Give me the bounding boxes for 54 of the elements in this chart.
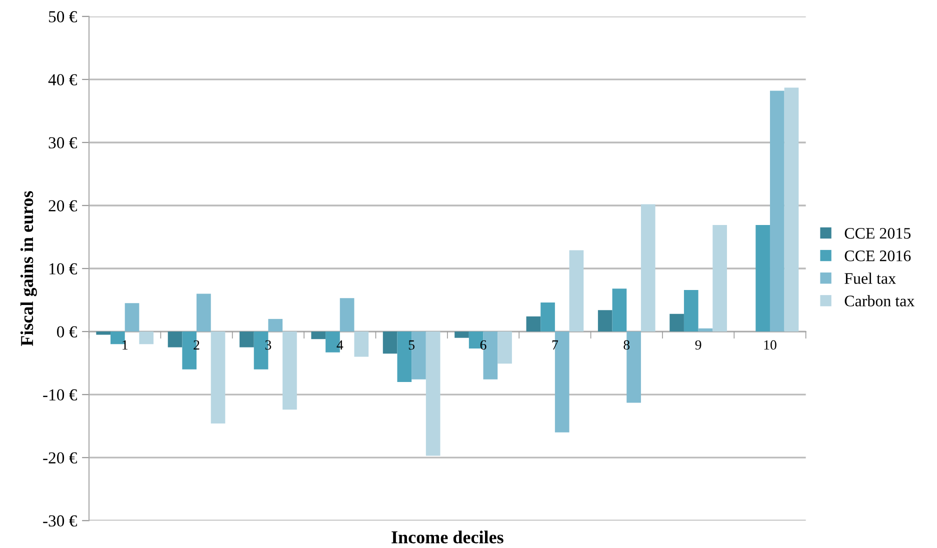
bar [340, 298, 354, 332]
bar [139, 332, 154, 344]
bar [382, 332, 398, 354]
y-axis-title: Fiscal gains in euros [20, 191, 37, 346]
bar [168, 332, 182, 348]
y-tick-label: 30 € [48, 137, 77, 148]
x-tick-label: 2 [194, 340, 200, 350]
x-axis-title: Income deciles [392, 530, 504, 544]
x-tick-label: 6 [480, 340, 486, 350]
bar [96, 332, 111, 335]
x-tick-label: 7 [552, 340, 558, 350]
bar [598, 310, 612, 332]
x-tick-label: 1 [122, 340, 128, 350]
bar [311, 332, 326, 340]
bar [240, 332, 254, 348]
bar [698, 328, 713, 332]
bar [354, 332, 369, 357]
y-tick-label: 40 € [48, 74, 77, 86]
x-tick-label: 9 [695, 340, 702, 350]
bar [498, 332, 512, 364]
legend-label: CCE 2016 [844, 250, 911, 262]
bar [268, 318, 283, 332]
x-tick-label: 3 [265, 340, 272, 350]
bar [712, 225, 727, 332]
bar [784, 88, 799, 332]
legend-label: Carbon tax [844, 295, 914, 306]
bar [124, 303, 140, 332]
bar [196, 294, 211, 332]
legend-label: Fuel tax [844, 272, 896, 284]
y-tick-label: 0 € [57, 326, 77, 338]
bar [282, 332, 297, 410]
bar [770, 90, 784, 332]
y-tick-label: -20 € [43, 452, 77, 464]
bar [210, 332, 226, 424]
y-tick-label: 10 € [50, 263, 77, 274]
bar [426, 332, 440, 456]
bar [526, 316, 541, 332]
bar [454, 332, 469, 338]
x-tick-label: 4 [336, 340, 344, 350]
bar [569, 250, 584, 332]
x-tick-label: 5 [408, 340, 415, 350]
legend-label: CCE 2015 [844, 228, 911, 239]
bar [612, 288, 627, 332]
y-tick-label: -30 € [43, 515, 77, 527]
x-tick-label: 10 [764, 340, 776, 350]
y-tick-label: -10 € [43, 389, 77, 401]
bar [684, 290, 698, 332]
bar [670, 314, 684, 332]
x-tick-label: 8 [624, 340, 630, 350]
y-tick-label: 50 € [49, 11, 77, 22]
bar [540, 302, 555, 332]
bar [640, 204, 656, 332]
bar [756, 225, 770, 332]
y-tick-label: 20 € [48, 200, 77, 212]
